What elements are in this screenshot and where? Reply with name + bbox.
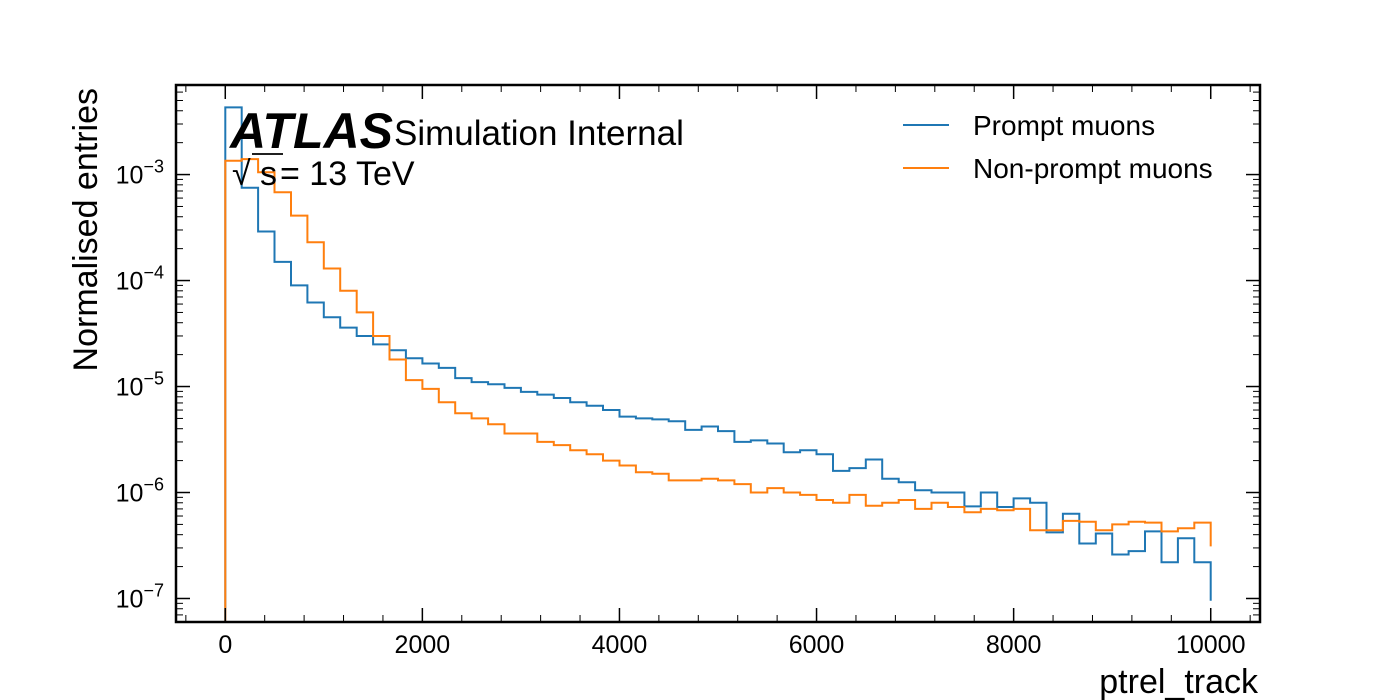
plot-series — [224, 106, 1212, 622]
plot-frame — [174, 83, 1262, 624]
atlas-subtitle: Simulation Internal — [394, 114, 684, 153]
y-tick-label: 10−3 — [116, 157, 164, 190]
y-tick-label: 10−5 — [116, 369, 164, 402]
legend: Prompt muons Non-prompt muons — [903, 110, 1213, 184]
y-tick-label: 10−4 — [116, 263, 164, 296]
energy-s: s — [260, 155, 277, 193]
x-tick-label: 8000 — [986, 631, 1042, 659]
energy-label: √ s = 13 TeV — [232, 153, 415, 193]
x-tick-label: 4000 — [592, 631, 648, 659]
x-axis-ticks: 0 2000 4000 6000 8000 10000 — [185, 85, 1251, 659]
legend-label-nonprompt: Non-prompt muons — [973, 153, 1213, 184]
energy-value: = 13 TeV — [280, 155, 415, 193]
x-tick-label: 0 — [218, 631, 232, 659]
atlas-label: ATLAS Simulation Internal — [228, 103, 684, 159]
legend-item-nonprompt: Non-prompt muons — [903, 153, 1213, 184]
x-axis-title: ptrel_track — [1099, 663, 1259, 700]
y-axis-ticks: 10−7 10−6 10−5 10−4 10−3 — [116, 84, 1260, 623]
atlas-logo-text: ATLAS — [228, 103, 393, 159]
legend-item-prompt: Prompt muons — [903, 110, 1155, 141]
x-tick-label: 10000 — [1176, 631, 1246, 659]
x-tick-label: 2000 — [395, 631, 451, 659]
legend-label-prompt: Prompt muons — [973, 110, 1155, 141]
y-axis-title: Normalised entries — [67, 88, 105, 371]
y-tick-label: 10−7 — [116, 580, 164, 613]
series-1-line — [224, 158, 1212, 622]
x-tick-label: 6000 — [789, 631, 845, 659]
y-tick-label: 10−6 — [116, 475, 164, 508]
sqrt-symbol: √ — [232, 155, 251, 193]
